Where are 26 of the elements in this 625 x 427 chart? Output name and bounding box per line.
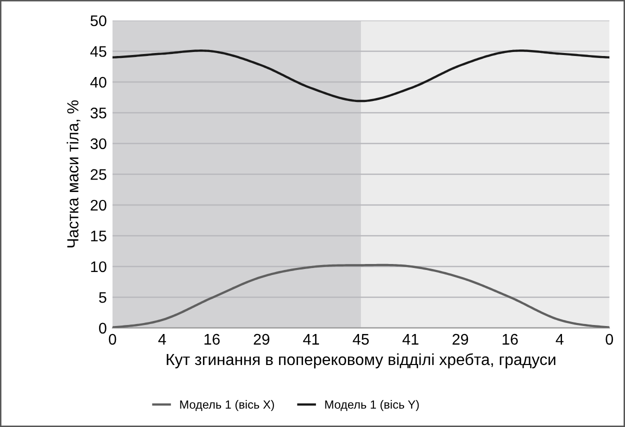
x-tick-label: 41 bbox=[303, 334, 319, 345]
y-tick-label: 15 bbox=[91, 230, 106, 242]
x-tick-label: 45 bbox=[352, 334, 369, 345]
x-axis-title: Кут згинання в поперековому відділі хребта, градуси bbox=[166, 353, 556, 368]
x-tick-label: 0 bbox=[108, 334, 116, 345]
y-tick-label: 5 bbox=[99, 292, 106, 303]
x-tick-label: 4 bbox=[158, 334, 166, 345]
x-tick-label: 29 bbox=[254, 334, 270, 345]
y-tick-label: 45 bbox=[90, 46, 106, 57]
legend-label: Модель 1 (вісь X) bbox=[180, 400, 274, 412]
x-tick-label: 0 bbox=[606, 334, 614, 345]
y-axis-title: Частка маси тіла, % bbox=[66, 100, 80, 248]
x-tick-label: 16 bbox=[204, 334, 220, 345]
y-tick-label: 40 bbox=[90, 76, 106, 88]
y-tick-label: 50 bbox=[90, 15, 106, 26]
y-tick-label: 20 bbox=[90, 200, 106, 211]
x-tick-label: 16 bbox=[502, 334, 518, 345]
y-tick-label: 0 bbox=[99, 322, 106, 334]
y-tick-label: 30 bbox=[90, 138, 106, 150]
x-tick-label: 41 bbox=[402, 334, 418, 345]
x-tick-label: 4 bbox=[556, 334, 564, 345]
legend-label: Модель 1 (вісь Y) bbox=[325, 400, 419, 412]
x-tick-label: 29 bbox=[452, 334, 468, 345]
y-tick-label: 35 bbox=[90, 108, 106, 118]
y-tick-label: 10 bbox=[91, 261, 106, 272]
y-tick-label: 25 bbox=[90, 169, 106, 180]
